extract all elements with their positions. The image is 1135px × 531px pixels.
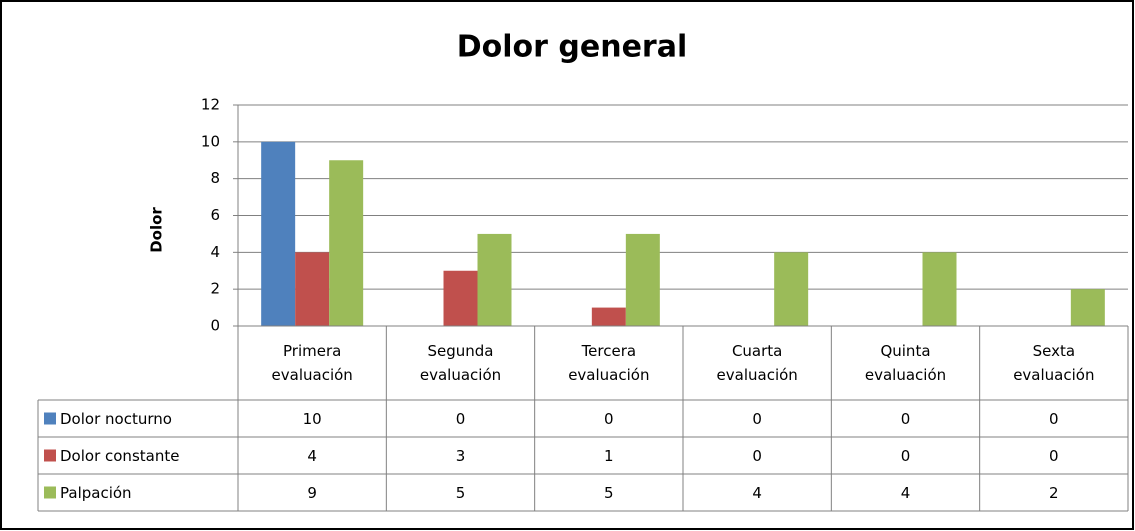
table-cell: 0 (1049, 409, 1059, 428)
table-cell: 5 (455, 483, 466, 502)
table-value: 4 (752, 483, 762, 502)
table-cell: Segunda evaluación (419, 342, 502, 384)
y-tick-label: 6 (210, 206, 220, 224)
table-value: 0 (1049, 446, 1059, 465)
table-cell: 0 (455, 409, 466, 428)
chart-title: Dolor general (457, 30, 688, 65)
bar (477, 233, 512, 326)
table-value: 10 (302, 409, 322, 428)
bar (591, 307, 626, 326)
table-cell: 10 (302, 409, 322, 428)
table-cell: 4 (900, 483, 911, 502)
table-cell: 1 (604, 446, 614, 465)
table-cell: 0 (900, 446, 911, 465)
legend-swatch (44, 486, 56, 499)
legend-label: Dolor nocturno (60, 409, 172, 428)
table-cell: 9 (307, 483, 317, 502)
table-value: 0 (900, 446, 911, 465)
table-value: 1 (604, 446, 614, 465)
y-tick-label: 2 (210, 280, 220, 298)
table-cell: 5 (604, 483, 614, 502)
table-value: 0 (604, 409, 614, 428)
table-cell: 0 (604, 409, 614, 428)
table-value: 3 (455, 446, 466, 465)
legend-label: Palpación (60, 483, 132, 502)
table-cell: 0 (900, 409, 911, 428)
legend-label: Dolor constante (60, 446, 180, 465)
table-cell: Tercera evaluación (568, 342, 650, 384)
x-tick-label: Segunda evaluación (419, 342, 502, 384)
y-tick-label: 10 (201, 132, 220, 150)
table-value: 0 (455, 409, 466, 428)
x-tick-label: Sexta evaluación (1013, 342, 1095, 384)
table-cell: Dolor constante (60, 446, 180, 465)
table-value: 0 (1049, 409, 1059, 428)
table-cell: Sexta evaluación (1013, 342, 1095, 384)
table-cell: 4 (752, 483, 762, 502)
y-tick-label: 0 (210, 317, 220, 335)
bar (774, 252, 809, 326)
bar (1070, 289, 1105, 326)
table-value: 2 (1049, 483, 1059, 502)
y-tick-label: 8 (210, 169, 220, 187)
table-cell: Dolor nocturno (60, 409, 172, 428)
bar (922, 252, 957, 326)
table-cell: 3 (455, 446, 466, 465)
bar (625, 233, 660, 326)
bar (443, 270, 478, 326)
y-tick-label: 12 (201, 96, 220, 114)
table-cell: Cuarta evaluación (716, 342, 798, 384)
table-value: 0 (752, 409, 762, 428)
bar (295, 252, 330, 326)
x-tick-label: Cuarta evaluación (716, 342, 798, 384)
table-value: 0 (752, 446, 762, 465)
x-tick-label: Tercera evaluación (568, 342, 650, 384)
table-value: 9 (307, 483, 317, 502)
x-tick-label: Quinta evaluación (864, 342, 947, 384)
table-cell: 0 (752, 446, 762, 465)
table-value: 0 (900, 409, 911, 428)
table-value: 5 (604, 483, 614, 502)
table-cell: Quinta evaluación (864, 342, 947, 384)
table-value: 4 (307, 446, 317, 465)
table-cell: 0 (1049, 446, 1059, 465)
table-cell: Primera evaluación (271, 342, 353, 384)
y-tick-label: 4 (210, 243, 220, 261)
table-cell: Palpación (60, 483, 132, 502)
table-cell: 0 (752, 409, 762, 428)
bar (261, 141, 296, 326)
table-value: 5 (455, 483, 466, 502)
table-value: 4 (900, 483, 911, 502)
table-cell: 2 (1049, 483, 1059, 502)
y-axis-label: Dolor (148, 207, 166, 253)
x-tick-label: Primera evaluación (271, 342, 353, 384)
legend-swatch (44, 449, 56, 462)
table-cell: 4 (307, 446, 317, 465)
bar (329, 160, 364, 326)
legend-swatch (44, 412, 56, 425)
